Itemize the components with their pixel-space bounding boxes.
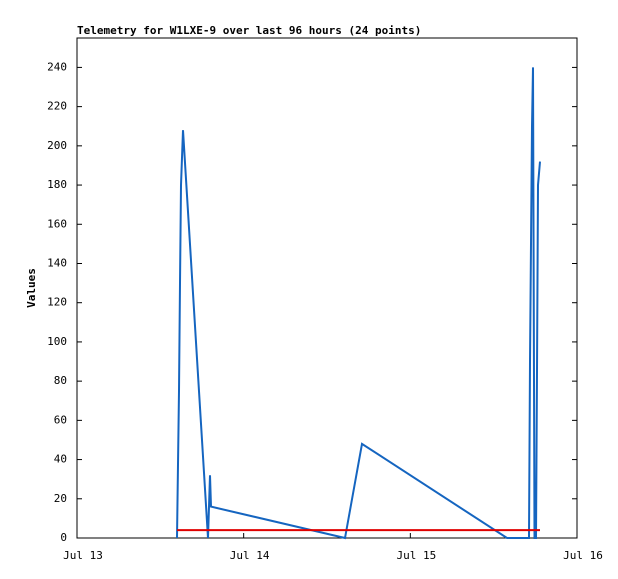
y-axis-label: Values xyxy=(25,268,38,308)
chart-title: Telemetry for W1LXE-9 over last 96 hours… xyxy=(77,24,421,37)
x-tick-label: Jul 15 xyxy=(396,549,436,562)
y-tick-label: 140 xyxy=(47,256,67,269)
x-tick-label: Jul 14 xyxy=(230,549,270,562)
y-tick-label: 200 xyxy=(47,139,67,152)
x-tick-label: Jul 16 xyxy=(563,549,603,562)
y-tick-label: 100 xyxy=(47,335,67,348)
y-tick-label: 180 xyxy=(47,178,67,191)
y-tick-label: 40 xyxy=(54,453,67,466)
y-tick-label: 160 xyxy=(47,217,67,230)
plot-frame xyxy=(76,37,578,539)
series-line xyxy=(176,67,541,540)
y-tick-label: 240 xyxy=(47,60,67,73)
y-tick-label: 0 xyxy=(60,531,67,544)
y-tick-label: 80 xyxy=(54,374,67,387)
y-tick-label: 220 xyxy=(47,100,67,113)
y-tick-label: 60 xyxy=(54,413,67,426)
x-tick-label: Jul 13 xyxy=(63,549,103,562)
y-tick-label: 20 xyxy=(54,492,67,505)
y-tick-label: 120 xyxy=(47,296,67,309)
